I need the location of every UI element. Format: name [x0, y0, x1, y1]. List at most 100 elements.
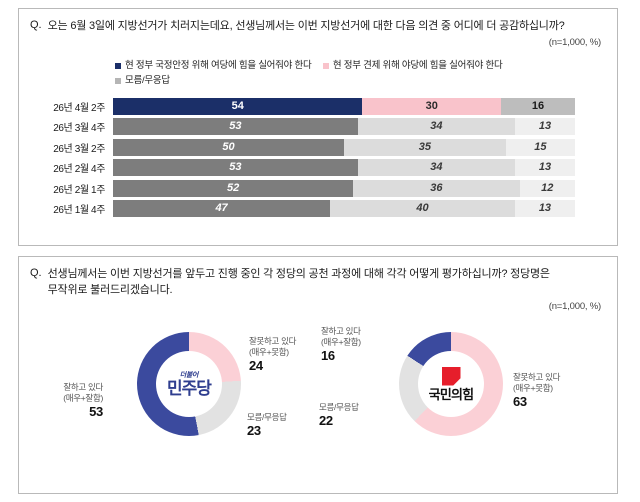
bar-track: 53 34 13	[113, 118, 575, 136]
dp-logo-sub-text: 더불어	[179, 372, 199, 379]
segment-value: 13	[538, 120, 552, 133]
segment-value: 53	[229, 120, 242, 133]
bar-row-label: 26년 1월 4주	[53, 204, 105, 216]
question-two-line2: 무작위로 불러드리겠습니다.	[47, 284, 173, 296]
dp-label-dontknow: 모름/무응답 23	[247, 412, 323, 438]
legend-line-2: 모름/무응답	[115, 74, 603, 89]
donut-block-democratic-party: 더불어 민주당 잘하고 있다 (매우+잘함) 53 잘못하고 있다 (매우+못함…	[19, 314, 319, 484]
ppp-label-negative-sub: (매우+못함)	[513, 383, 553, 393]
panel-vote-preference: Q. 오는 6월 3일에 지방선거가 치러지는데요, 선생님께서는 이번 지방선…	[18, 8, 618, 246]
bar-row: 26년 4월 2주 54 30 16	[19, 98, 617, 115]
bar-row-label: 26년 3월 4주	[53, 123, 105, 135]
question-two-row: Q. 선생님께서는 이번 지방선거를 앞두고 진행 중인 각 정당의 공천 과정…	[19, 257, 617, 298]
segment-value: 12	[541, 181, 554, 194]
segment-ruling: 53	[113, 118, 358, 136]
dp-value-positive: 53	[89, 404, 103, 419]
panel-party-nomination-rating: Q. 선생님께서는 이번 지방선거를 앞두고 진행 중인 각 정당의 공천 과정…	[18, 256, 618, 494]
bar-row: 26년 1월 4주 47 40 13	[19, 199, 617, 217]
segment-dontknow: 13	[514, 199, 575, 217]
bar-track: 54 30 16	[113, 98, 575, 115]
segment-value: 13	[538, 161, 552, 174]
segment-value: 47	[215, 201, 228, 214]
dp-value-dontknow: 23	[247, 423, 261, 438]
legend-label-ruling: 현 정부 국정안정 위해 여당에 힘을 실어줘야 한다	[125, 60, 312, 71]
ppp-value-negative: 63	[513, 394, 527, 409]
legend-line-1: 현 정부 국정안정 위해 여당에 힘을 실어줘야 한다 현 정부 견제 위해 야…	[115, 59, 603, 74]
question-one-text: 오는 6월 3일에 지방선거가 치러지는데요, 선생님께서는 이번 지방선거에 …	[47, 20, 565, 32]
legend-swatch-pink-icon	[322, 63, 329, 69]
ppp-logo-mark-icon	[441, 366, 461, 386]
question-one-row: Q. 오는 6월 3일에 지방선거가 치러지는데요, 선생님께서는 이번 지방선…	[19, 9, 617, 34]
bar-row-label: 26년 3월 2주	[53, 143, 105, 155]
legend-item-ruling: 현 정부 국정안정 위해 여당에 힘을 실어줘야 한다	[115, 59, 312, 73]
dp-label-negative-sub: (매우+못함)	[249, 347, 289, 357]
segment-dontknow: 15	[505, 138, 575, 156]
legend-label-dontknow: 모름/무응답	[125, 75, 170, 86]
legend-swatch-navy-icon	[115, 63, 121, 69]
question-two-line1: 선생님께서는 이번 지방선거를 앞두고 진행 중인 각 정당의 공천 과정에 대…	[47, 268, 550, 280]
ppp-label-negative-name: 잘못하고 있다	[513, 372, 561, 382]
segment-opposition: 36	[353, 179, 520, 197]
segment-opposition: 35	[344, 138, 506, 156]
bar-row-label: 26년 4월 2주	[53, 103, 105, 114]
ppp-label-positive-sub: (매우+잘함)	[321, 337, 361, 347]
segment-ruling: 54	[113, 98, 363, 115]
segment-ruling: 52	[113, 179, 354, 197]
segment-dontknow: 16	[501, 98, 575, 115]
ppp-logo-main-text: 국민의힘	[428, 386, 474, 402]
segment-value: 40	[416, 201, 429, 214]
legend-one: 현 정부 국정안정 위해 여당에 힘을 실어줘야 한다 현 정부 견제 위해 야…	[19, 59, 617, 89]
bar-row: 26년 2월 4주 53 34 13	[19, 159, 617, 177]
sample-size-note-one: (n=1,000, %)	[548, 37, 601, 48]
segment-ruling: 50	[113, 138, 344, 156]
donut-charts: 더불어 민주당 잘하고 있다 (매우+잘함) 53 잘못하고 있다 (매우+못함…	[19, 314, 617, 484]
ppp-value-dontknow: 22	[319, 413, 333, 428]
segment-value: 34	[430, 161, 443, 174]
bar-track: 53 34 13	[113, 159, 575, 177]
dp-label-positive-name: 잘하고 있다	[63, 382, 103, 392]
question-marker: Q.	[30, 19, 42, 31]
segment-value: 53	[229, 161, 242, 174]
segment-opposition: 34	[357, 118, 515, 136]
segment-opposition: 30	[362, 98, 502, 115]
segment-dontknow: 12	[519, 179, 575, 197]
dp-label-negative: 잘못하고 있다 (매우+못함) 24	[249, 336, 325, 373]
bar-row: 26년 3월 4주 53 34 13	[19, 118, 617, 136]
dp-label-positive-sub: (매우+잘함)	[63, 393, 103, 403]
ppp-label-positive: 잘하고 있다 (매우+잘함) 16	[321, 326, 399, 363]
segment-value: 36	[430, 181, 443, 194]
ppp-label-positive-name: 잘하고 있다	[321, 326, 361, 336]
bar-track: 52 36 12	[113, 179, 575, 197]
segment-value: 35	[418, 140, 431, 153]
segment-dontknow: 13	[514, 159, 575, 177]
bar-row-label: 26년 2월 1주	[53, 184, 105, 196]
dp-value-negative: 24	[249, 358, 263, 373]
segment-ruling: 53	[113, 159, 358, 177]
ppp-label-dontknow-name: 모름/무응답	[319, 402, 359, 412]
segment-dontknow: 13	[514, 118, 575, 136]
bar-track: 47 40 13	[113, 199, 575, 217]
donut-block-people-power-party: 국민의힘 잘하고 있다 (매우+잘함) 16 모름/무응답 22 잘못하고 있다…	[317, 314, 617, 484]
legend-swatch-gray-icon	[115, 78, 121, 84]
segment-value: 52	[226, 181, 240, 194]
dp-label-dontknow-name: 모름/무응답	[247, 412, 287, 422]
ppp-label-negative: 잘못하고 있다 (매우+못함) 63	[513, 372, 599, 409]
segment-value: 15	[534, 140, 547, 153]
donut-center-democratic-party: 더불어 민주당	[156, 351, 222, 417]
segment-opposition: 40	[330, 199, 515, 217]
sample-size-note-two: (n=1,000, %)	[548, 301, 601, 312]
question-marker-two: Q.	[30, 267, 42, 279]
segment-value: 16	[531, 100, 545, 112]
question-two-text: 선생님께서는 이번 지방선거를 앞두고 진행 중인 각 정당의 공천 과정에 대…	[48, 266, 550, 298]
dp-label-positive: 잘하고 있다 (매우+잘함) 53	[23, 382, 103, 419]
segment-value: 13	[538, 201, 552, 214]
ppp-label-dontknow: 모름/무응답 22	[319, 402, 397, 428]
dp-logo-main-text: 민주당	[167, 379, 212, 398]
segment-value: 30	[425, 100, 438, 112]
segment-value: 50	[222, 140, 235, 153]
ppp-value-positive: 16	[321, 348, 335, 363]
segment-value: 34	[430, 120, 443, 133]
bar-chart: 26년 4월 2주 54 30 16 26년 3월 4주 53 34 13 26년 3월 2주 5…	[19, 98, 617, 217]
donut-center-people-power-party: 국민의힘	[418, 351, 484, 417]
donut-chart-democratic-party: 더불어 민주당	[137, 332, 241, 436]
